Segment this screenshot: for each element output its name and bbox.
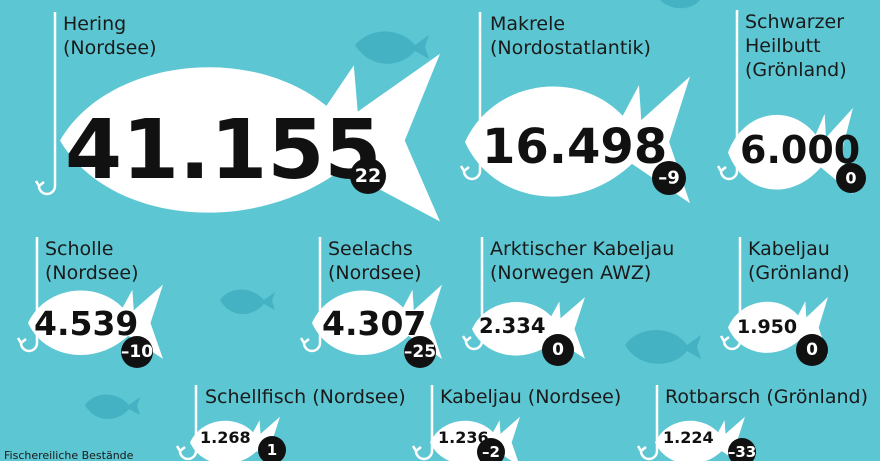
hook: [413, 385, 432, 459]
change-value: –2: [482, 443, 500, 461]
fish-label: Makrele: [490, 13, 565, 35]
fish-label: Heilbutt: [745, 35, 821, 57]
fish-label: Rotbarsch (Grönland): [665, 386, 868, 408]
catch-value: 4.307: [322, 304, 426, 343]
change-value: 22: [355, 165, 381, 187]
fish-item: Schellfisch (Nordsee) 1.268 1: [177, 385, 406, 461]
fish-label: (Grönland): [745, 59, 847, 81]
catch-value: 1.224: [663, 428, 714, 447]
fish-label: Seelachs: [328, 238, 413, 260]
fish-item: Rotbarsch (Grönland) 1.224 –33: [638, 385, 868, 461]
change-value: 0: [845, 169, 856, 188]
infographic: Fischereiliche Bestände Hering(Nordsee)4…: [0, 0, 880, 461]
fish-label: Arktischer Kabeljau: [490, 238, 674, 260]
fish-label: Scholle: [45, 238, 113, 260]
fish-label: (Nordsee): [63, 37, 156, 59]
catch-value: 16.498: [482, 119, 667, 175]
catch-value: 6.000: [740, 128, 860, 172]
fish-item: Scholle(Nordsee) 4.539–10: [18, 237, 163, 368]
catch-value: 4.539: [34, 304, 138, 343]
change-value: –10: [121, 342, 153, 362]
fish-item: Kabeljau(Grönland) 1.950 0: [721, 237, 850, 366]
change-value: –9: [658, 168, 680, 189]
fish-item: Makrele(Nordostatlantik) 16.498–9: [461, 12, 690, 203]
fish-label: (Nordostatlantik): [490, 37, 651, 59]
catch-value: 1.268: [200, 428, 251, 447]
hook: [301, 237, 320, 351]
change-value: 1: [267, 441, 277, 459]
fish-item: Kabeljau (Nordsee)1.236–2: [413, 385, 621, 461]
hook: [638, 385, 657, 459]
fish-label: Schellfisch (Nordsee): [205, 386, 406, 408]
fish-label: (Norwegen AWZ): [490, 262, 651, 284]
fish-label: Hering: [63, 13, 126, 35]
fish-item: Seelachs(Nordsee) 4.307–25: [301, 237, 442, 368]
change-value: –33: [728, 443, 756, 461]
change-value: –25: [404, 342, 436, 362]
fish-label: Schwarzer: [745, 11, 844, 33]
fish-label: Kabeljau: [748, 238, 830, 260]
fish-label: (Nordsee): [45, 262, 138, 284]
hook: [36, 12, 55, 194]
change-value: 0: [552, 340, 564, 360]
change-value: 0: [806, 340, 818, 360]
catch-value: 2.334: [479, 314, 545, 338]
catch-value: 1.950: [737, 316, 797, 338]
fish-label: Kabeljau (Nordsee): [440, 386, 621, 408]
fish-label: (Nordsee): [328, 262, 421, 284]
catch-value: 41.155: [65, 103, 381, 198]
fish-label: (Grönland): [748, 262, 850, 284]
footer: Fischereiliche Bestände: [4, 449, 134, 461]
